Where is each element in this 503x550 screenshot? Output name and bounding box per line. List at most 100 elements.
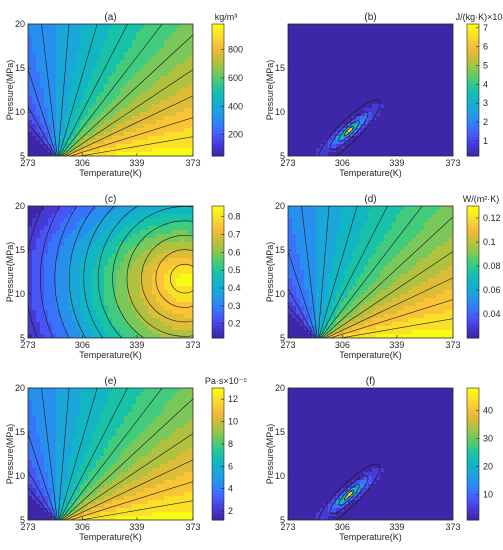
colorbar-swatch bbox=[212, 53, 224, 58]
colorbar-swatch bbox=[212, 388, 224, 392]
colorbar-swatch bbox=[467, 447, 479, 452]
colorbar-swatch bbox=[467, 427, 479, 432]
colorbar-swatch bbox=[212, 219, 224, 223]
colorbar-tick-label: 4 bbox=[483, 79, 488, 89]
colorbar-frame bbox=[466, 205, 480, 339]
colorbar-swatch bbox=[212, 245, 224, 250]
plot-frame bbox=[27, 23, 194, 157]
colorbar-swatch bbox=[467, 285, 479, 289]
heatmap-cells bbox=[28, 206, 193, 338]
colorbar-tick-label: 4 bbox=[228, 484, 233, 494]
colorbar-tick-label: 3 bbox=[483, 98, 488, 108]
colorbar-tick-label: 0.4 bbox=[228, 283, 241, 293]
colorbar-swatch bbox=[212, 93, 224, 98]
colorbar-swatch bbox=[467, 328, 479, 332]
colorbar-swatch bbox=[212, 444, 224, 448]
x-tick-label: 273 bbox=[20, 158, 35, 168]
colorbar-swatch bbox=[212, 417, 224, 422]
x-tick-label: 339 bbox=[389, 522, 404, 532]
colorbar-swatch bbox=[212, 149, 224, 154]
x-tick-label: 373 bbox=[445, 340, 460, 350]
colorbar-frame bbox=[466, 387, 480, 521]
colorbar-swatch bbox=[212, 328, 224, 332]
y-tick-label: 10 bbox=[15, 471, 25, 481]
colorbar-swatch bbox=[212, 152, 224, 157]
colorbar-swatch bbox=[467, 324, 479, 329]
y-axis-label: Pressure(MPa) bbox=[265, 424, 275, 485]
colorbar-swatch bbox=[467, 53, 479, 58]
colorbar-swatch bbox=[467, 255, 479, 260]
colorbar-tick-label: 2 bbox=[228, 506, 233, 516]
colorbar-swatch bbox=[467, 414, 479, 419]
colorbar-swatch bbox=[467, 314, 479, 319]
colorbar-swatch bbox=[467, 404, 479, 409]
colorbar-swatch bbox=[467, 132, 479, 137]
y-tick-label: 5 bbox=[280, 151, 285, 161]
y-tick-label: 10 bbox=[15, 289, 25, 299]
colorbar-swatch bbox=[212, 411, 224, 415]
colorbar-tick-label: 800 bbox=[228, 45, 243, 55]
colorbar-swatch bbox=[212, 119, 224, 124]
colorbar-swatch bbox=[467, 493, 479, 498]
colorbar-swatch bbox=[467, 440, 479, 445]
colorbar-frame bbox=[211, 23, 225, 157]
colorbar-swatch bbox=[212, 116, 224, 121]
colorbar-swatch bbox=[212, 80, 224, 84]
colorbar-tick-label: 0.04 bbox=[483, 309, 501, 319]
contour-lines bbox=[317, 463, 381, 520]
y-axis-label: Pressure(MPa) bbox=[5, 242, 15, 303]
colorbar-swatch bbox=[467, 278, 479, 283]
colorbar-swatch bbox=[467, 24, 479, 28]
colorbar: 0.2 0.3 0.4 0.5 0.6 0.7 0.8 bbox=[211, 205, 241, 339]
colorbar-swatch bbox=[467, 272, 479, 276]
panel-title: (c) bbox=[105, 194, 117, 205]
x-tick-label: 339 bbox=[389, 340, 404, 350]
colorbar-swatch bbox=[212, 278, 224, 283]
colorbar: 2 4 6 8 10 12 Pa·s×10⁻⁵ bbox=[205, 376, 247, 521]
colorbar-swatch bbox=[467, 139, 479, 144]
colorbar-swatch bbox=[212, 215, 224, 220]
y-tick-label: 10 bbox=[275, 289, 285, 299]
colorbar-swatch bbox=[212, 483, 224, 488]
colorbar-swatch bbox=[212, 295, 224, 299]
y-tick-label: 5 bbox=[280, 515, 285, 525]
colorbar-swatch bbox=[467, 80, 479, 84]
y-tick-label: 5 bbox=[20, 333, 25, 343]
colorbar-swatch bbox=[212, 43, 224, 48]
colorbar-swatch bbox=[467, 129, 479, 134]
colorbar-swatch bbox=[212, 516, 224, 521]
y-tick-label: 20 bbox=[15, 19, 25, 29]
y-tick-label: 15 bbox=[275, 427, 285, 437]
colorbar-swatch bbox=[467, 206, 479, 210]
panel-c: (c) 273 306 339 373 Temperature(K) 5 10 15 20 Pres… bbox=[5, 194, 241, 360]
colorbar-tick-label: 5 bbox=[483, 60, 488, 70]
colorbar-swatch bbox=[467, 76, 479, 81]
y-tick-label: 20 bbox=[275, 383, 285, 393]
colorbar-swatch bbox=[467, 229, 479, 233]
colorbar-swatch bbox=[467, 93, 479, 98]
colorbar-swatch bbox=[467, 113, 479, 117]
colorbar-swatch bbox=[467, 262, 479, 266]
contour-lines bbox=[28, 388, 193, 520]
colorbar-swatch bbox=[467, 417, 479, 422]
x-tick-label: 306 bbox=[335, 340, 350, 350]
colorbar-swatch bbox=[212, 63, 224, 68]
x-axis-label: Temperature(K) bbox=[79, 168, 142, 178]
colorbar-swatch bbox=[467, 103, 479, 107]
colorbar-swatch bbox=[467, 496, 479, 501]
plot-frame bbox=[287, 23, 454, 157]
colorbar-swatch bbox=[212, 503, 224, 508]
colorbar-swatch bbox=[467, 275, 479, 280]
colorbar-tick-label: 0.1 bbox=[483, 237, 496, 247]
colorbar-swatch bbox=[212, 457, 224, 462]
heatmap-cells bbox=[288, 24, 453, 156]
colorbar-swatch bbox=[212, 206, 224, 210]
y-tick-label: 20 bbox=[15, 383, 25, 393]
x-tick-label: 373 bbox=[185, 340, 200, 350]
colorbar-swatch bbox=[467, 30, 479, 35]
colorbar-swatch bbox=[212, 298, 224, 303]
colorbar-swatch bbox=[212, 146, 224, 150]
colorbar-swatch bbox=[212, 447, 224, 452]
colorbar-swatch bbox=[212, 291, 224, 296]
colorbar-swatch bbox=[467, 57, 479, 61]
